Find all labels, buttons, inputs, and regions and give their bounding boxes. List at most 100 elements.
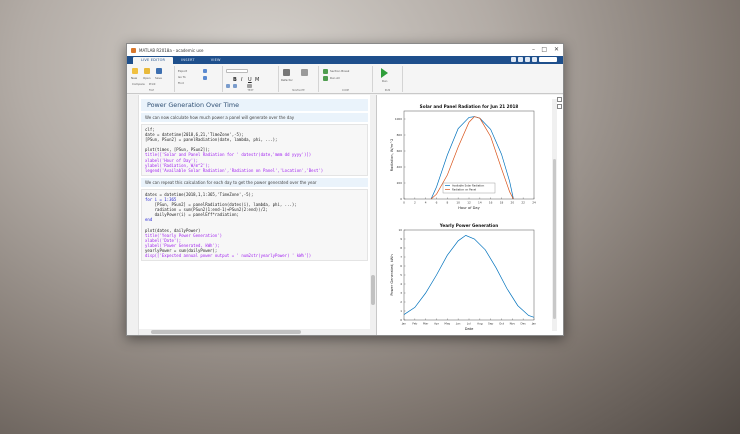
- align-icon[interactable]: [247, 84, 252, 88]
- file-group: New Open Save Compare Print FILE: [129, 66, 175, 92]
- code-line[interactable]: ylabel('Radiation, W/m^2');: [145, 162, 211, 168]
- task-icon[interactable]: [301, 69, 308, 76]
- new-button-label[interactable]: New: [131, 76, 138, 80]
- zoom-icon[interactable]: [203, 69, 207, 73]
- code-line[interactable]: yearlyPower = sum(dailyPower);: [145, 247, 218, 253]
- bookmark-icon[interactable]: [203, 76, 207, 80]
- axes-2: Yearly Power Generation Date Power Generat…: [390, 223, 536, 331]
- code-line[interactable]: plot(times, [PSun, PSun2]);: [145, 147, 211, 153]
- output-pane: Solar and Panel Radiation for Jun 21 201…: [377, 95, 563, 335]
- x-axis-label: Hour of Day: [458, 206, 480, 210]
- output-inline-toggle[interactable]: [557, 97, 562, 102]
- output-vertical-scrollbar[interactable]: [552, 99, 557, 331]
- text-style-dropdown[interactable]: [226, 69, 248, 73]
- monospace-button[interactable]: M: [255, 77, 260, 83]
- section-icon[interactable]: [323, 69, 328, 74]
- navigate-group-label: NAVIGATE: [292, 89, 305, 92]
- close-button[interactable]: ✕: [553, 46, 559, 53]
- print-button[interactable]: Print: [149, 82, 156, 86]
- editor-vertical-scroll-thumb[interactable]: [371, 275, 375, 305]
- output-right-toggle[interactable]: [557, 104, 562, 109]
- code-line[interactable]: date = datetime(2018,6,21,'TimeZone',-5)…: [145, 132, 244, 138]
- code-line[interactable]: [PSun, PSun2] = panelRadiation(dates(i),…: [145, 202, 297, 208]
- open-button-label[interactable]: Open: [143, 76, 151, 80]
- redo-icon[interactable]: [525, 57, 530, 62]
- tab-view[interactable]: VIEW: [210, 58, 221, 62]
- editor-vertical-scrollbar[interactable]: [370, 95, 376, 335]
- save-icon[interactable]: [156, 68, 162, 74]
- quick-access-toolbar: [511, 57, 557, 62]
- text-paragraph-2[interactable]: We can repeat this calculation for each …: [141, 177, 368, 187]
- y-tick-label: 800: [397, 133, 403, 137]
- refactor-button[interactable]: Refactor: [281, 78, 293, 82]
- y-tick-label: 600: [397, 149, 403, 153]
- text-paragraph-1[interactable]: We can now calculate how much power a pa…: [141, 113, 368, 122]
- y-tick-label: 1000: [395, 117, 402, 121]
- code-line[interactable]: xlabel('Hour of Day');: [145, 157, 198, 163]
- output-scroll-thumb[interactable]: [553, 159, 556, 319]
- ribbon-tabs: LIVE EDITOR INSERT VIEW: [127, 56, 563, 64]
- code-line[interactable]: end: [145, 217, 153, 223]
- undo-icon[interactable]: [518, 57, 523, 62]
- search-documentation-input[interactable]: [539, 57, 557, 62]
- section-break-button[interactable]: Section Break: [330, 69, 350, 73]
- x-tick-label: 18: [500, 201, 504, 205]
- save-button-label[interactable]: Save: [155, 76, 162, 80]
- export-button[interactable]: Export: [178, 69, 188, 73]
- numbered-list-icon[interactable]: [233, 84, 237, 88]
- y-tick-label: 0: [400, 318, 402, 322]
- x-tick-label: Jun: [455, 322, 461, 326]
- code-group: Section Break Run All CODE: [319, 66, 373, 92]
- x-tick-label: 6: [436, 201, 438, 205]
- code-line[interactable]: ylabel('Power Generated, kWh');: [145, 242, 220, 248]
- code-line[interactable]: disp(['Expected annual power output = ' …: [145, 252, 312, 258]
- file-group-label: FILE: [148, 89, 155, 92]
- code-line[interactable]: dates = datetime(2018,1,1:365,'TimeZone'…: [145, 191, 254, 197]
- y-axis-label: Radiation, W/m^2: [390, 139, 394, 172]
- tab-live-editor[interactable]: LIVE EDITOR: [133, 57, 174, 64]
- code-line[interactable]: title('Yearly Power Generation'): [145, 232, 223, 238]
- run-section-icon[interactable]: [323, 76, 328, 81]
- code-line[interactable]: for i = 1:365: [145, 196, 177, 202]
- bold-button[interactable]: B: [233, 77, 237, 83]
- code-line[interactable]: clf;: [145, 127, 155, 132]
- find-button[interactable]: Find: [178, 81, 184, 85]
- x-axis-label: Date: [465, 327, 474, 331]
- code-line[interactable]: xlabel('Date');: [145, 237, 182, 243]
- y-tick-label: 2: [400, 300, 402, 304]
- code-line[interactable]: dailyPower(i) = panelEff*radiation;: [145, 212, 239, 218]
- save-quick-icon[interactable]: [511, 57, 516, 62]
- code-block-2[interactable]: dates = datetime(2018,1,1:365,'TimeZone'…: [141, 188, 368, 262]
- run-button[interactable]: Run: [382, 79, 388, 83]
- section-heading[interactable]: Power Generation Over Time: [141, 99, 368, 111]
- x-tick-label: May: [444, 322, 450, 326]
- code-line[interactable]: legend('Available Solar Radiation','Radi…: [145, 167, 324, 173]
- x-tick-label: 14: [478, 201, 482, 205]
- run-group: Run RUN: [373, 66, 403, 92]
- maximize-button[interactable]: □: [541, 46, 547, 53]
- open-icon[interactable]: [144, 68, 150, 74]
- code-line[interactable]: radiation = sum(PSun2(1:end-1)+PSun2(2:e…: [145, 207, 268, 213]
- new-icon[interactable]: [132, 68, 138, 74]
- code-line[interactable]: [PSun, PSun2] = panelRadiation(date, lam…: [145, 137, 278, 143]
- live-editor-pane[interactable]: Power Generation Over Time We can now ca…: [127, 95, 377, 335]
- x-tick-label: 10: [456, 201, 460, 205]
- underline-button[interactable]: U: [248, 77, 252, 83]
- x-tick-label: Apr: [434, 322, 440, 326]
- refactor-icon[interactable]: [283, 69, 290, 76]
- compare-button[interactable]: Compare: [132, 82, 145, 86]
- code-line[interactable]: plot(dates, dailyPower): [145, 227, 201, 233]
- goto-button[interactable]: Go To: [178, 75, 186, 79]
- minimize-button[interactable]: –: [532, 46, 535, 53]
- italic-button[interactable]: I: [241, 77, 243, 83]
- code-block-1[interactable]: clf; date = datetime(2018,6,21,'TimeZone'…: [141, 124, 368, 176]
- bullet-list-icon[interactable]: [226, 84, 230, 88]
- run-icon[interactable]: [381, 68, 388, 78]
- code-line[interactable]: title(['Solar and Panel Radiation for ' …: [145, 152, 312, 158]
- editor-horizontal-scrollbar[interactable]: [139, 329, 370, 335]
- tab-insert[interactable]: INSERT: [181, 58, 195, 62]
- editor-horizontal-scroll-thumb[interactable]: [151, 330, 301, 334]
- help-icon[interactable]: [532, 57, 537, 62]
- figure-output: Solar and Panel Radiation for Jun 21 201…: [390, 104, 536, 331]
- run-all-button[interactable]: Run All: [330, 76, 340, 80]
